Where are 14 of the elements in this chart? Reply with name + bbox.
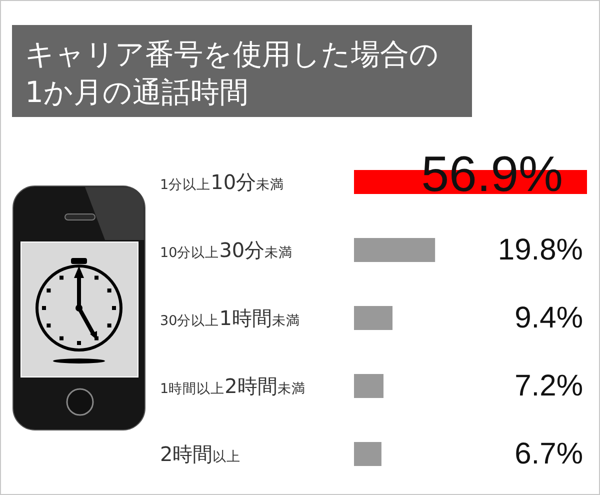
title: キャリア番号を使用した場合の1か月の通話時間 <box>12 25 472 117</box>
y-tick-label: 1時間以上2時間未満 <box>160 374 306 398</box>
bar <box>354 306 392 330</box>
data-label: 9.4% <box>514 302 583 334</box>
bar <box>354 374 384 398</box>
y-tick-label: 1分以上10分未満 <box>160 170 284 194</box>
data-label: 6.7% <box>514 438 583 470</box>
y-tick-label: 2時間以上 <box>160 442 241 466</box>
chart-title: キャリア番号を使用した場合の1か月の通話時間 <box>25 37 439 109</box>
data-label: 7.2% <box>514 370 583 402</box>
bar <box>354 442 382 466</box>
y-tick-label: 10分以上30分未満 <box>160 238 293 262</box>
data-label: 19.8% <box>498 234 583 266</box>
bar <box>354 238 436 262</box>
